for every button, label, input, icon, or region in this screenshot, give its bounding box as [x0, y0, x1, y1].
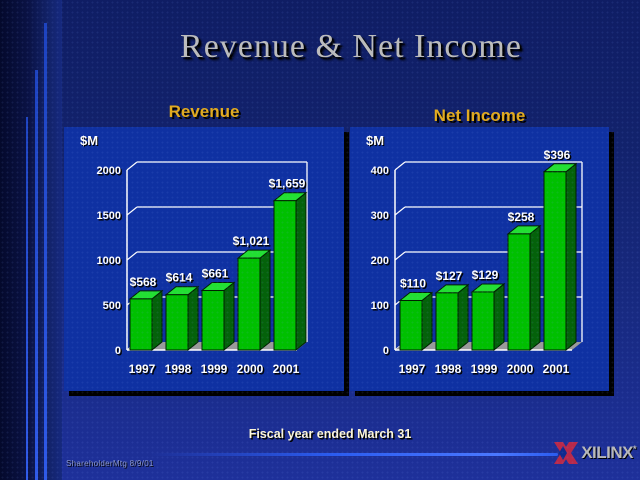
xilinx-x-icon — [554, 442, 579, 464]
svg-text:1997: 1997 — [399, 362, 426, 376]
net-income-chart-title: Net Income — [433, 106, 526, 125]
svg-text:1000: 1000 — [98, 256, 122, 268]
xilinx-logo-text: XILINX* — [581, 443, 637, 462]
svg-text:1999: 1999 — [202, 363, 229, 377]
svg-text:1999: 1999 — [471, 362, 498, 376]
svg-text:400: 400 — [372, 166, 390, 178]
svg-text:2000: 2000 — [238, 363, 265, 377]
svg-text:$396: $396 — [545, 149, 572, 163]
svg-text:0: 0 — [116, 346, 122, 358]
svg-text:0: 0 — [383, 345, 389, 357]
decoration-stripe — [26, 117, 28, 480]
svg-text:$614: $614 — [166, 271, 193, 285]
svg-text:0: 0 — [384, 346, 390, 358]
svg-text:1998: 1998 — [166, 363, 193, 377]
svg-text:400: 400 — [371, 165, 389, 177]
svg-text:$614: $614 — [167, 272, 194, 286]
svg-text:300: 300 — [371, 210, 389, 222]
svg-text:500: 500 — [104, 301, 122, 313]
svg-text:2001: 2001 — [544, 363, 571, 377]
xilinx-logo: XILINX* — [553, 441, 637, 465]
svg-text:200: 200 — [372, 256, 390, 268]
svg-text:1997: 1997 — [400, 363, 427, 377]
svg-text:$568: $568 — [131, 276, 158, 290]
svg-text:200: 200 — [371, 255, 389, 267]
svg-text:$568: $568 — [130, 275, 157, 289]
svg-text:100: 100 — [371, 300, 389, 312]
svg-text:$129: $129 — [472, 268, 499, 282]
svg-text:1500: 1500 — [97, 210, 121, 222]
svg-text:$1,021: $1,021 — [234, 236, 271, 250]
svg-text:2000: 2000 — [237, 362, 264, 376]
svg-text:1999: 1999 — [201, 362, 228, 376]
decoration-stripe — [35, 70, 38, 480]
svg-text:$110: $110 — [400, 277, 426, 291]
revenue-unit-label: $M — [80, 133, 99, 148]
left-margin-decoration — [0, 0, 62, 480]
svg-text:1998: 1998 — [435, 362, 462, 376]
revenue-chart-canvas: 00500500100010001500150020002000$568$568… — [97, 161, 308, 377]
svg-text:100: 100 — [372, 301, 390, 313]
svg-text:1999: 1999 — [472, 363, 499, 377]
svg-text:$1,659: $1,659 — [269, 177, 306, 191]
svg-text:300: 300 — [372, 211, 390, 223]
svg-text:1500: 1500 — [98, 211, 122, 223]
svg-text:2000: 2000 — [507, 362, 534, 376]
svg-text:2000: 2000 — [97, 165, 121, 177]
decoration-stripe — [44, 23, 47, 480]
svg-text:$1,021: $1,021 — [233, 234, 270, 248]
svg-text:1998: 1998 — [165, 362, 192, 376]
svg-text:1997: 1997 — [129, 362, 156, 376]
svg-text:$127: $127 — [437, 270, 464, 284]
svg-text:1998: 1998 — [436, 363, 463, 377]
svg-text:$127: $127 — [436, 269, 463, 283]
svg-text:2001: 2001 — [274, 363, 301, 377]
svg-text:2001: 2001 — [273, 362, 300, 376]
svg-text:1000: 1000 — [97, 255, 121, 267]
svg-text:$110: $110 — [401, 278, 427, 292]
svg-text:$396: $396 — [544, 148, 571, 162]
net-income-chart-canvas: 00100100200200300300400400$110$110199719… — [371, 148, 583, 377]
net-income-chart: 0 0 100 100 200 200 300 300 400 400 $110 $110 1997 19… — [350, 127, 609, 391]
revenue-chart: 0 0 500 500 1000 1000 1500 1500 2000 2000 $568 $568… — [64, 127, 344, 391]
svg-text:$129: $129 — [473, 269, 500, 283]
accent-line — [150, 453, 558, 456]
slide-title: Revenue & Net Income — [180, 28, 522, 65]
revenue-chart-title: Revenue — [168, 102, 240, 121]
svg-text:2000: 2000 — [98, 166, 122, 178]
svg-text:500: 500 — [103, 300, 121, 312]
svg-text:$661: $661 — [203, 268, 230, 282]
svg-text:$661: $661 — [202, 267, 229, 281]
logo-mark: * — [632, 444, 637, 454]
svg-text:2001: 2001 — [543, 362, 570, 376]
fiscal-year-footnote: Fiscal year ended March 31 — [248, 427, 412, 441]
svg-text:$258: $258 — [509, 211, 536, 225]
svg-text:1997: 1997 — [130, 363, 157, 377]
svg-text:$258: $258 — [508, 210, 535, 224]
svg-text:0: 0 — [115, 345, 121, 357]
net-income-unit-label: $M — [366, 133, 385, 148]
svg-text:$1,659: $1,659 — [270, 178, 307, 192]
presentation-credit: ShareholderMtg 8/9/01 — [66, 459, 154, 468]
svg-text:2000: 2000 — [508, 363, 535, 377]
